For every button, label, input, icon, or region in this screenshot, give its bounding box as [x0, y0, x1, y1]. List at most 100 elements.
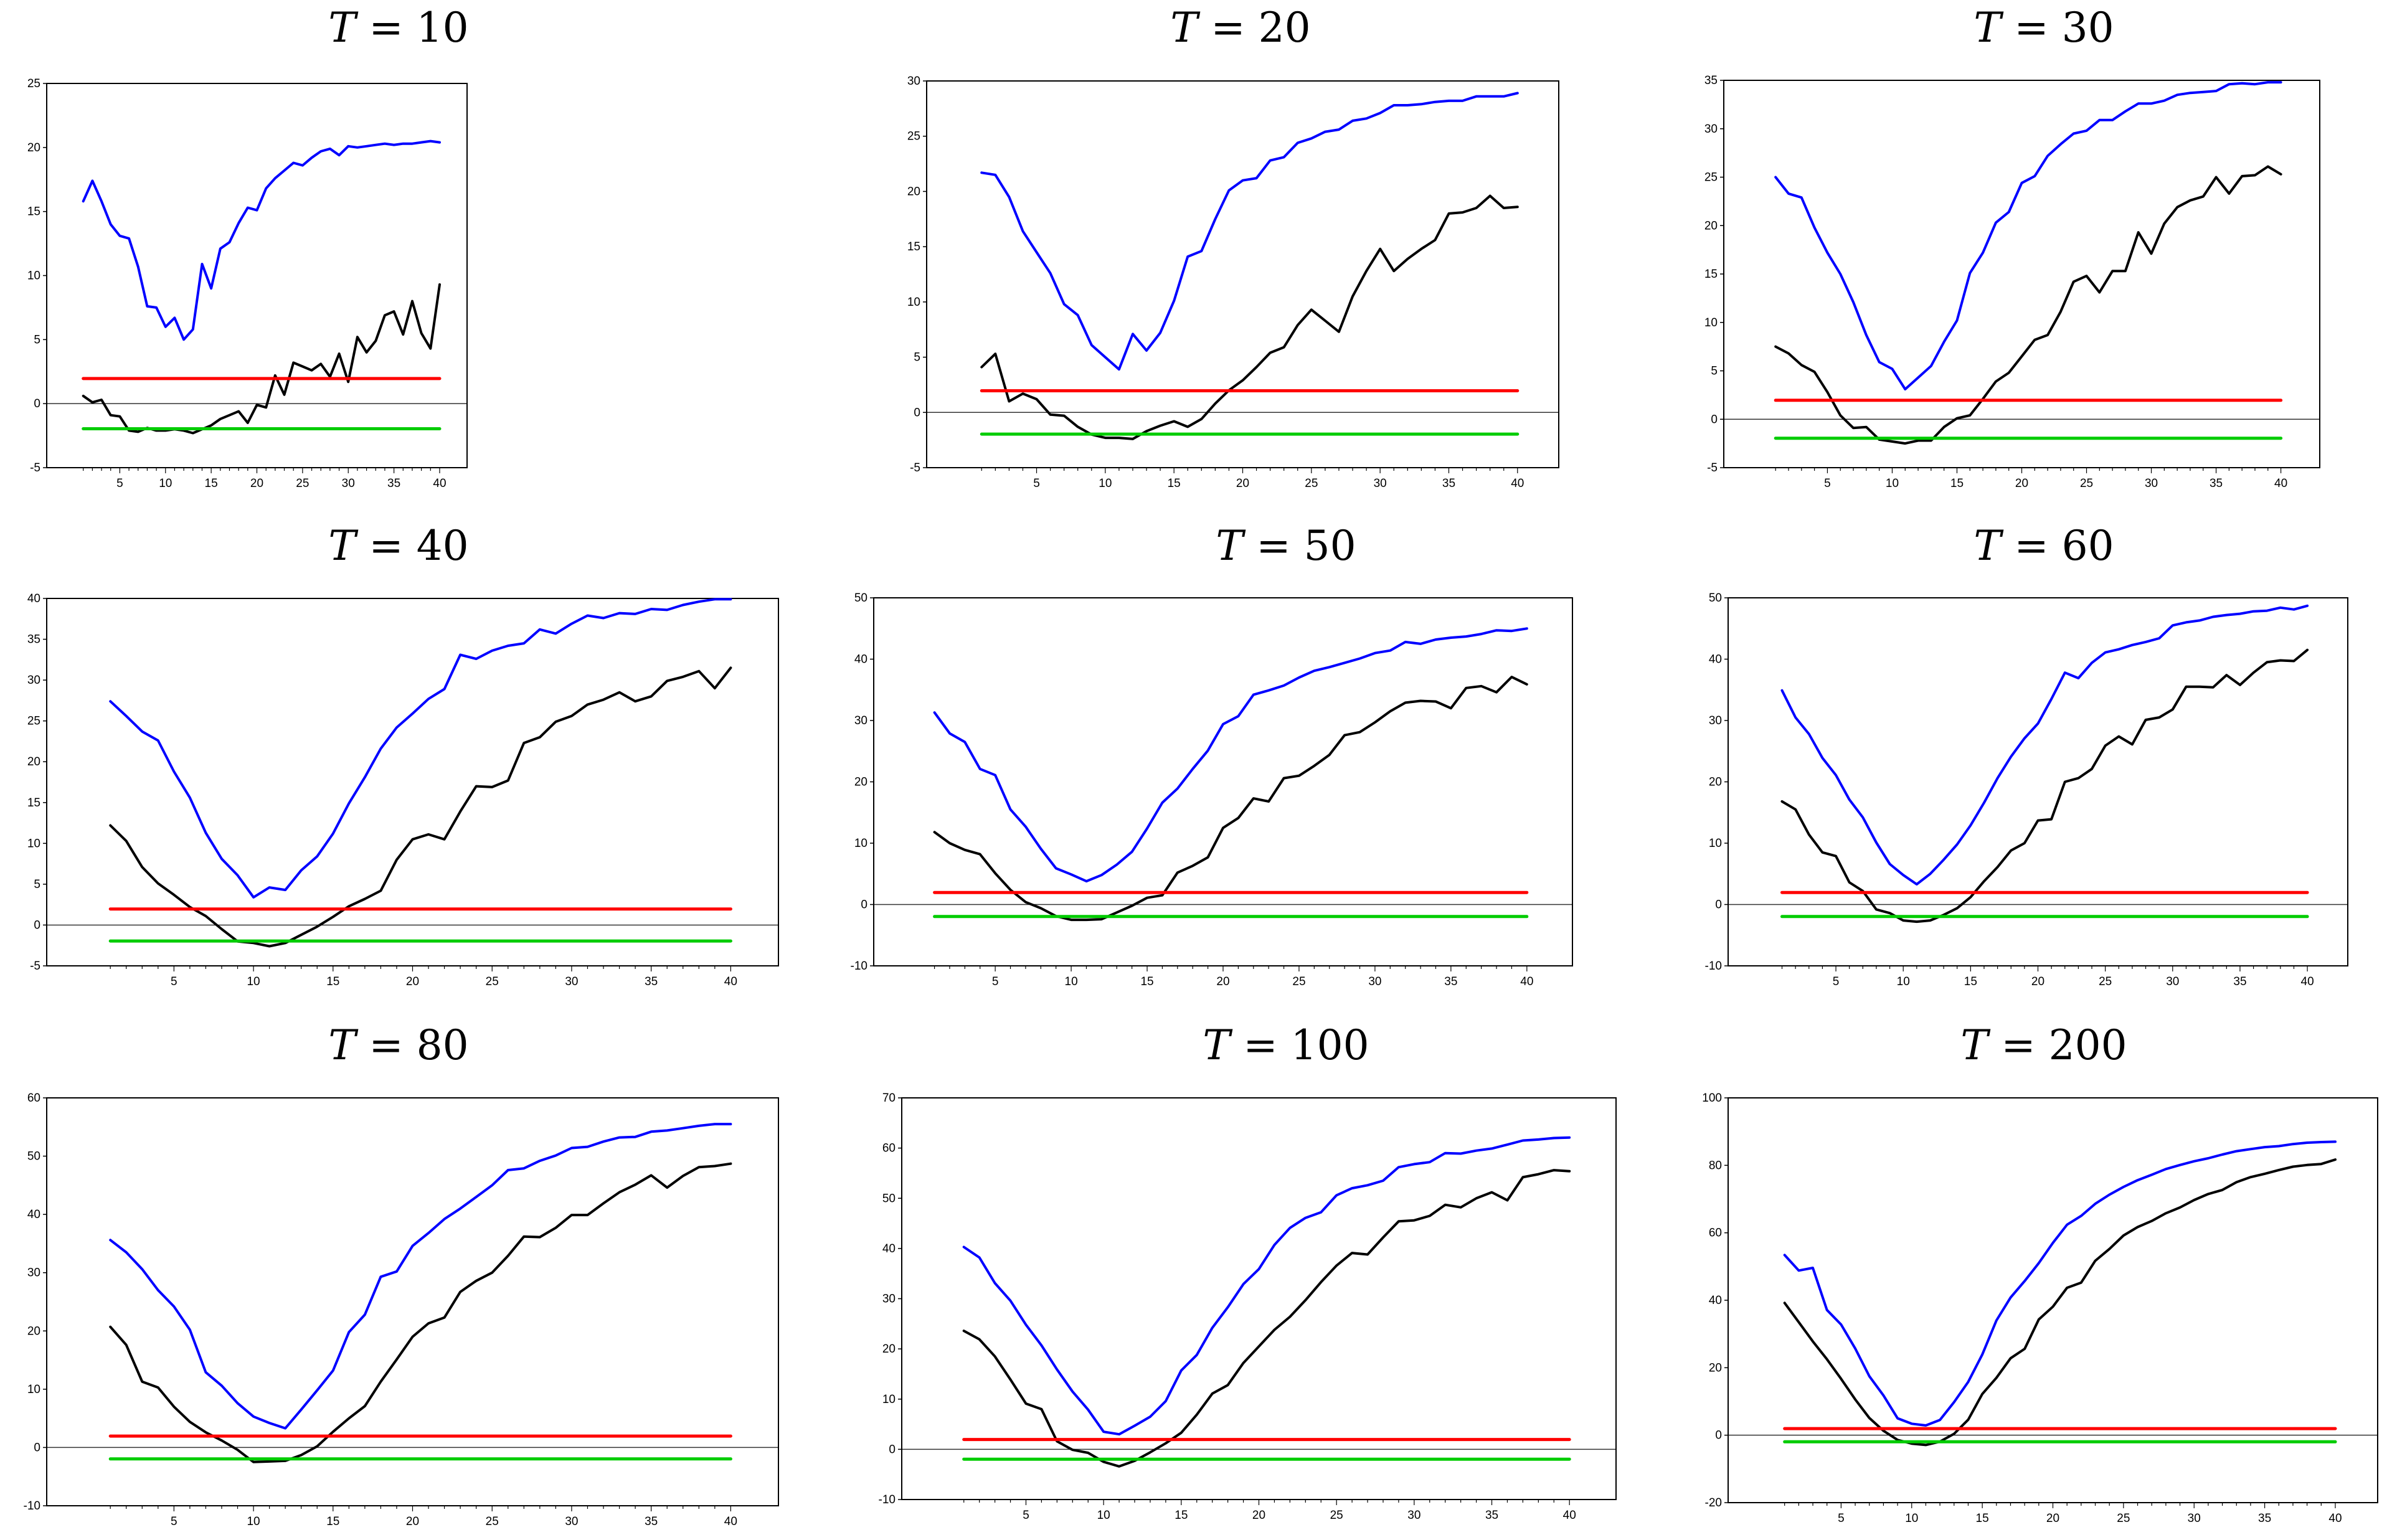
title-value: 200 — [2048, 1021, 2127, 1069]
x-tick-label: 40 — [433, 477, 446, 490]
x-tick-label: 20 — [2046, 1512, 2059, 1525]
series-stat-line — [980, 194, 1519, 440]
y-tick-label: 50 — [882, 1192, 896, 1205]
plot-frame — [46, 83, 468, 468]
y-tick-label: 15 — [907, 240, 920, 253]
series-upper-line — [933, 627, 1528, 883]
series-upper-line — [1783, 1140, 2337, 1427]
series-stat-line — [962, 1169, 1571, 1468]
x-tick-label: 25 — [2099, 975, 2112, 988]
y-tick-label: 70 — [882, 1092, 896, 1105]
title-equals: = — [356, 4, 417, 52]
y-tick-label: -10 — [24, 1500, 40, 1513]
x-tick-label: 5 — [171, 975, 177, 988]
y-tick-label: 10 — [854, 837, 867, 850]
x-tick-label: 5 — [1824, 477, 1831, 490]
title-equals: = — [356, 522, 417, 570]
x-tick-label: 10 — [1886, 477, 1899, 490]
x-tick-label: 25 — [2117, 1512, 2130, 1525]
x-tick-label: 40 — [1511, 477, 1524, 490]
title-variable: T — [328, 1021, 356, 1069]
y-tick-label: 0 — [914, 406, 920, 419]
series-stat-line — [82, 283, 441, 435]
x-tick-label: 30 — [2188, 1512, 2201, 1525]
series-upper-line — [109, 598, 732, 899]
y-tick-label: 60 — [27, 1092, 40, 1105]
x-tick-label: 10 — [1099, 477, 1112, 490]
x-tick-label: 25 — [2080, 477, 2093, 490]
x-tick-label: 20 — [406, 975, 419, 988]
y-tick-label: 20 — [27, 755, 40, 768]
x-tick-label: 35 — [1485, 1509, 1498, 1522]
y-tick-label: 30 — [882, 1293, 896, 1306]
x-tick-label: 35 — [2210, 477, 2223, 490]
panel-title: T = 10 — [328, 4, 468, 52]
panel-title: T = 100 — [1203, 1021, 1369, 1069]
x-tick-label: 15 — [1140, 975, 1153, 988]
y-tick-label: -20 — [1705, 1496, 1722, 1509]
y-tick-label: 0 — [861, 899, 867, 912]
panel-title: T = 200 — [1960, 1021, 2127, 1069]
title-variable: T — [1973, 4, 2002, 52]
title-variable: T — [1216, 522, 1244, 570]
chart-panel: -5 0 5 10 15 20 25 30 5 10 15 20 25 30 35 40 — [907, 75, 1559, 490]
chart-panel: -5 0 5 10 15 20 25 30 35 5 10 15 20 25 30 35 40 — [1704, 74, 2320, 490]
y-tick-label: -5 — [30, 461, 40, 475]
title-equals: = — [2001, 4, 2062, 52]
x-tick-label: 20 — [2031, 975, 2044, 988]
y-tick-label: -5 — [1707, 461, 1718, 475]
x-tick-label: 25 — [1305, 477, 1318, 490]
title-variable: T — [1203, 1021, 1231, 1069]
x-tick-label: 5 — [1033, 477, 1040, 490]
y-tick-label: 30 — [1704, 123, 1718, 136]
y-tick-label: 5 — [914, 351, 920, 364]
chart-panel: -10 0 10 20 30 40 50 60 70 5 10 15 20 25 30 35 40 — [879, 1092, 1617, 1522]
x-tick-label: 15 — [1168, 477, 1181, 490]
y-tick-label: 0 — [1715, 899, 1722, 912]
y-tick-label: 10 — [1709, 837, 1722, 850]
x-tick-label: 15 — [326, 1515, 339, 1528]
y-tick-label: 20 — [1709, 1361, 1722, 1374]
y-tick-label: 25 — [1704, 171, 1718, 184]
y-tick-label: -10 — [1705, 960, 1722, 973]
x-tick-label: 10 — [247, 1515, 260, 1528]
x-tick-label: 35 — [1444, 975, 1457, 988]
x-tick-label: 35 — [1442, 477, 1455, 490]
y-tick-label: 20 — [1704, 219, 1718, 232]
x-tick-label: 5 — [992, 975, 999, 988]
y-tick-label: 60 — [1709, 1227, 1722, 1240]
x-tick-label: 30 — [1374, 477, 1387, 490]
title-value: 50 — [1303, 522, 1356, 570]
y-tick-label: 5 — [1711, 365, 1718, 378]
y-tick-label: 0 — [34, 397, 40, 410]
title-value: 80 — [416, 1021, 469, 1069]
x-tick-label: 35 — [2258, 1512, 2271, 1525]
y-tick-label: 20 — [854, 776, 867, 789]
series-upper-line — [980, 92, 1519, 371]
title-equals: = — [2001, 522, 2062, 570]
title-value: 30 — [2061, 4, 2114, 52]
y-tick-label: -5 — [30, 960, 40, 973]
y-tick-label: 40 — [1709, 1294, 1722, 1307]
x-tick-label: 40 — [2301, 975, 2314, 988]
title-variable: T — [328, 4, 356, 52]
y-tick-label: 35 — [27, 633, 40, 646]
x-tick-label: 40 — [724, 975, 737, 988]
x-tick-label: 35 — [2233, 975, 2246, 988]
panel-title: T = 80 — [328, 1021, 468, 1069]
panel-title: T = 30 — [1973, 4, 2114, 52]
plot-frame — [873, 597, 1573, 966]
x-tick-label: 30 — [565, 975, 578, 988]
y-tick-label: 20 — [1709, 776, 1722, 789]
x-tick-label: 25 — [1292, 975, 1305, 988]
title-value: 20 — [1258, 4, 1311, 52]
x-tick-label: 40 — [1563, 1509, 1576, 1522]
x-tick-label: 25 — [1330, 1509, 1343, 1522]
y-tick-label: 30 — [27, 674, 40, 687]
series-stat-line — [1780, 648, 2309, 924]
chart-panel: -20 0 20 40 60 80 100 5 10 15 20 25 30 35 40 — [1702, 1092, 2378, 1525]
panel-title: T = 60 — [1973, 522, 2114, 570]
x-tick-label: 20 — [1236, 477, 1249, 490]
chart-panel: -10 0 10 20 30 40 50 5 10 15 20 25 30 35 40 — [851, 592, 1573, 988]
